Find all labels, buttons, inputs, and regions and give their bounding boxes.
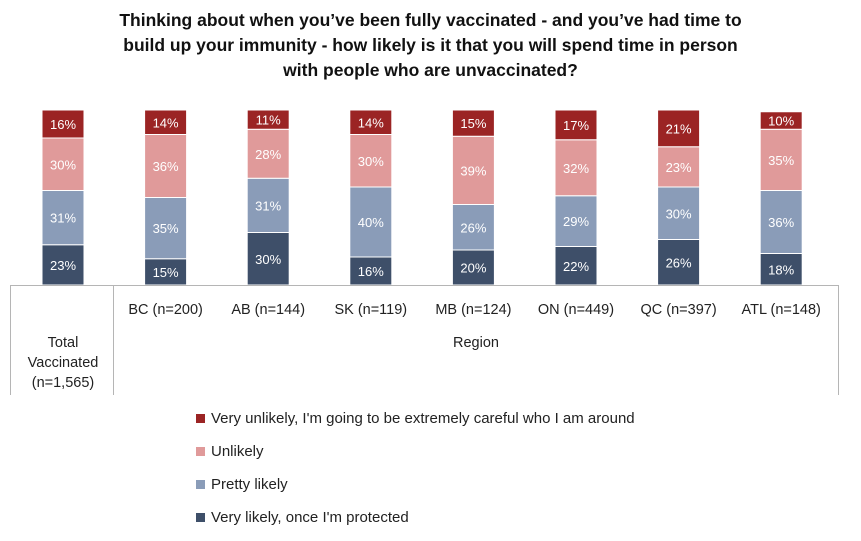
bar-segment-very-unlikely [451, 109, 495, 137]
x-tick-label: BC (n=200) [128, 302, 203, 318]
data-label: 26% [666, 255, 692, 270]
bar-segment-pretty-likely [451, 204, 495, 251]
data-label: 28% [255, 147, 281, 162]
legend-swatch-pretty-likely [196, 479, 205, 489]
bar-segment-very-likely [554, 246, 598, 286]
group-label-region: Region [453, 335, 499, 351]
data-label: 20% [460, 261, 486, 276]
bar-segment-very-likely [246, 232, 290, 286]
bar-segment-pretty-likely [554, 195, 598, 247]
x-tick-label: QC (n=397) [641, 302, 717, 318]
data-label: 14% [358, 115, 384, 130]
bar-segment-pretty-likely [41, 190, 85, 246]
legend-swatch-unlikely [196, 446, 205, 456]
data-label: 23% [50, 258, 76, 273]
legend-swatch-very-unlikely [196, 413, 205, 423]
chart-title: Thinking about when you’ve been fully va… [40, 8, 821, 83]
bar-segment-very-unlikely [554, 109, 598, 141]
data-label: 36% [768, 215, 794, 230]
bar-segment-unlikely [657, 146, 701, 188]
data-label: 30% [255, 252, 281, 267]
bar-segment-very-unlikely [759, 111, 803, 130]
legend-item-pretty-likely: Pretty likely [196, 474, 288, 494]
x-tick-label: Vaccinated [28, 355, 99, 371]
data-label: 30% [666, 206, 692, 221]
data-label: 14% [153, 115, 179, 130]
bar-segment-very-unlikely [246, 109, 290, 130]
legend-item-very-likely: Very likely, once I'm protected [196, 507, 409, 527]
legend-label-pretty-likely: Pretty likely [211, 475, 288, 493]
bar-segment-pretty-likely [759, 190, 803, 254]
x-tick-label: ON (n=449) [538, 302, 614, 318]
data-label: 22% [563, 259, 589, 274]
data-label: 15% [460, 116, 486, 131]
x-tick-label: (n=1,565) [32, 375, 94, 391]
data-label: 23% [666, 160, 692, 175]
data-label: 17% [563, 118, 589, 133]
x-tick-label: Total [48, 335, 79, 351]
data-label: 30% [358, 154, 384, 169]
chart-title-line-2: build up your immunity - how likely is i… [123, 35, 738, 55]
x-tick-label: MB (n=124) [435, 302, 511, 318]
chart-title-line-1: Thinking about when you’ve been fully va… [119, 10, 742, 30]
bar-segment-unlikely [144, 134, 188, 198]
data-label: 10% [768, 114, 794, 129]
legend-label-unlikely: Unlikely [211, 442, 264, 460]
legend-label-very-unlikely: Very unlikely, I'm going to be extremely… [211, 409, 635, 427]
bar-segment-very-unlikely [349, 109, 393, 135]
chart-title-line-3: with people who are unvaccinated? [283, 60, 578, 80]
legend-swatch-very-likely [196, 512, 205, 522]
data-label: 15% [153, 265, 179, 280]
bar-segment-very-unlikely [657, 109, 701, 148]
legend-item-unlikely: Unlikely [196, 441, 264, 461]
bar-segment-pretty-likely [349, 186, 393, 258]
data-label: 31% [50, 211, 76, 226]
data-label: 16% [358, 264, 384, 279]
x-tick-label: AB (n=144) [231, 302, 305, 318]
data-label: 36% [153, 159, 179, 174]
bar-segment-very-unlikely [41, 109, 85, 139]
data-label: 21% [666, 121, 692, 136]
data-label: 26% [460, 220, 486, 235]
data-label: 39% [460, 163, 486, 178]
data-label: 18% [768, 262, 794, 277]
bar-segment-pretty-likely [246, 177, 290, 233]
data-label: 16% [50, 117, 76, 132]
bar-segment-unlikely [451, 135, 495, 205]
bar-segment-pretty-likely [657, 186, 701, 240]
bar-segment-very-likely [41, 244, 85, 286]
data-label: 31% [255, 198, 281, 213]
x-tick-label: ATL (n=148) [742, 302, 821, 318]
data-label: 29% [563, 214, 589, 229]
data-label: 35% [768, 153, 794, 168]
x-tick-label: SK (n=119) [334, 302, 407, 318]
legend-item-very-unlikely: Very unlikely, I'm going to be extremely… [196, 408, 635, 428]
data-label: 32% [563, 161, 589, 176]
data-label: 35% [153, 221, 179, 236]
legend-label-very-likely: Very likely, once I'm protected [211, 508, 409, 526]
bar-segment-very-unlikely [144, 109, 188, 135]
bar-segment-unlikely [759, 128, 803, 191]
data-label: 11% [256, 113, 281, 128]
data-label: 30% [50, 157, 76, 172]
data-label: 40% [358, 215, 384, 230]
